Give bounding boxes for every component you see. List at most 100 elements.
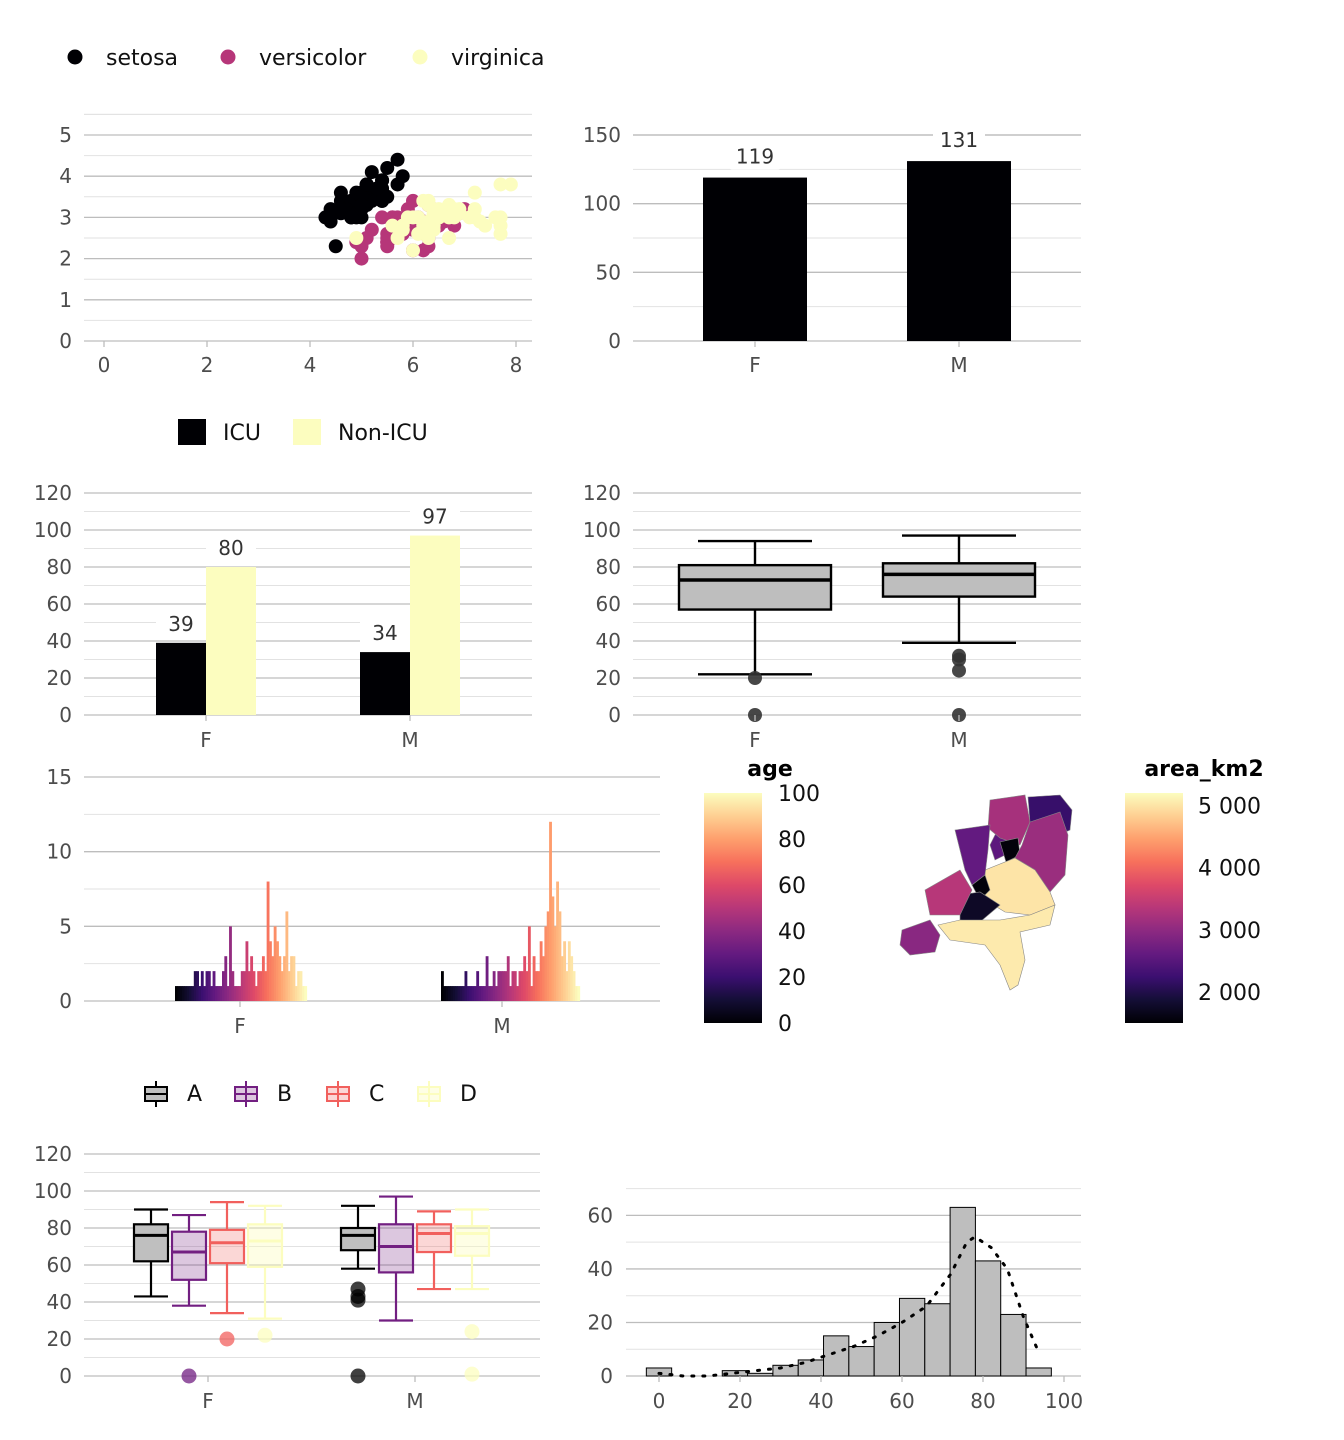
histogram-bar-M: [577, 986, 581, 1001]
histogram-bar-F: [266, 881, 270, 1001]
histogram-bar-M: [558, 911, 562, 1001]
scatter-point-virginica: [416, 193, 431, 208]
histogram-bar-M: [520, 971, 524, 1001]
legend-label-C: C: [369, 1082, 384, 1107]
box1-y-tick-label: 80: [596, 555, 621, 579]
histogram-bar-F: [198, 986, 202, 1001]
outlier-point: [350, 1292, 366, 1308]
histogram-bar: [848, 1346, 875, 1377]
scatter-y-tick-label: 1: [59, 288, 72, 312]
histogram-bar-M: [570, 956, 574, 1001]
bar2-y-tick-label: 80: [47, 555, 72, 579]
legend-label-setosa: setosa: [106, 46, 178, 71]
histogram-bar-F: [243, 971, 246, 1001]
scatter-point-setosa: [323, 202, 338, 217]
histogram-bar-M: [459, 986, 463, 1001]
legend-key-versicolor-icon: [220, 49, 236, 65]
box2-y-tick-label: 100: [34, 1179, 72, 1203]
hist1-x-tick-label: F: [234, 1014, 246, 1038]
histogram-bar-F: [191, 986, 195, 1001]
histogram-bar-F: [247, 971, 251, 1001]
map-region: [959, 891, 1001, 923]
scatter-point-versicolor: [375, 210, 390, 225]
histogram-bar-F: [193, 971, 197, 1001]
histogram-bar-F: [175, 986, 178, 1001]
histogram-bar-M: [492, 971, 496, 1001]
histogram-bar-M: [546, 911, 550, 1001]
histogram-bar-F: [233, 986, 237, 1001]
histogram-bar-M: [490, 986, 494, 1001]
scatter-point-virginica: [349, 231, 364, 245]
scatter-x-tick-label: 8: [510, 353, 523, 377]
box1-y-tick-label: 40: [596, 629, 621, 653]
histogram-bar-M: [502, 971, 505, 1001]
histogram-bar-F: [238, 986, 242, 1001]
bar2-y-tick-label: 40: [47, 629, 72, 653]
outlier-point: [952, 663, 966, 678]
histogram-bar-M: [535, 971, 538, 1001]
bar1-y-tick-label: 150: [583, 123, 621, 147]
histogram-bar-M: [537, 971, 541, 1001]
histogram-bar-M: [495, 986, 498, 1001]
outlier-point: [181, 1368, 197, 1384]
histogram-bar-M: [509, 986, 512, 1001]
bar2-y-tick-label: 20: [47, 666, 72, 690]
legend-label-Non-ICU: Non-ICU: [338, 421, 428, 446]
box-F: [677, 563, 833, 611]
histogram-bar-M: [504, 971, 508, 1001]
scatter-point-virginica: [493, 177, 508, 192]
histogram-bar: [924, 1303, 951, 1377]
histogram-bar: [772, 1364, 799, 1377]
box1-y-tick-label: 0: [608, 703, 621, 727]
scatter-x-tick-label: 2: [201, 353, 214, 377]
scatter-point-versicolor: [354, 251, 369, 266]
histogram-bar: [949, 1206, 976, 1377]
histogram-bar-F: [264, 971, 268, 1001]
bar2-y-tick-label: 120: [34, 481, 72, 505]
histogram-bar-M: [473, 986, 477, 1001]
scatter-point-virginica: [421, 218, 436, 233]
scatter-point-setosa: [380, 160, 395, 175]
hist2-y-tick-label: 0: [600, 1364, 613, 1388]
histogram-bar-F: [254, 986, 258, 1001]
histogram-bar-M: [556, 881, 559, 1001]
hist1-y-tick-label: 0: [59, 989, 72, 1013]
scatter-x-tick-label: 4: [304, 353, 317, 377]
histogram-bar-F: [210, 986, 214, 1001]
histogram-bar-F: [179, 986, 183, 1001]
histogram-bar-M: [483, 986, 487, 1001]
histogram-bar-F: [278, 956, 282, 1001]
bar-data-label: 39: [168, 612, 193, 636]
legend-label-A: A: [187, 1082, 202, 1107]
histogram-bar-M: [464, 971, 468, 1001]
histogram-bar-F: [304, 986, 308, 1001]
bar-M: [907, 161, 1011, 341]
box1-y-tick-label: 60: [596, 592, 621, 616]
bar-label-bg: [410, 503, 460, 528]
histogram-bar-M: [551, 896, 555, 1001]
map-region: [937, 904, 1056, 991]
legend-label-ICU: ICU: [223, 421, 261, 446]
bar-label-bg: [729, 143, 781, 170]
histogram-bar: [823, 1335, 850, 1377]
hist2-x-tick-label: 40: [808, 1389, 833, 1413]
map-region: [924, 869, 973, 916]
scatter-point-virginica: [395, 222, 410, 237]
histogram-bar-F: [236, 986, 239, 1001]
legend-key-Non-ICU-icon: [293, 419, 321, 445]
histogram-bar-F: [301, 986, 305, 1001]
histogram-bar-M: [523, 956, 527, 1001]
histogram-bar-M: [539, 941, 543, 1001]
histogram-bar-M: [516, 986, 520, 1001]
histogram-bar-M: [511, 971, 515, 1001]
hist1-y-tick-label: 5: [59, 914, 72, 938]
histogram-bar-M: [478, 986, 482, 1001]
histogram-bar-F: [283, 956, 286, 1001]
histogram-bar-F: [189, 986, 192, 1001]
age-colorbar-title: age: [747, 757, 793, 782]
outlier-point: [464, 1324, 480, 1340]
histogram-bar-M: [471, 986, 475, 1001]
area-colorbar-title: area_km2: [1144, 757, 1263, 782]
histogram-bar-F: [245, 941, 249, 1001]
histogram-bar-M: [450, 986, 454, 1001]
